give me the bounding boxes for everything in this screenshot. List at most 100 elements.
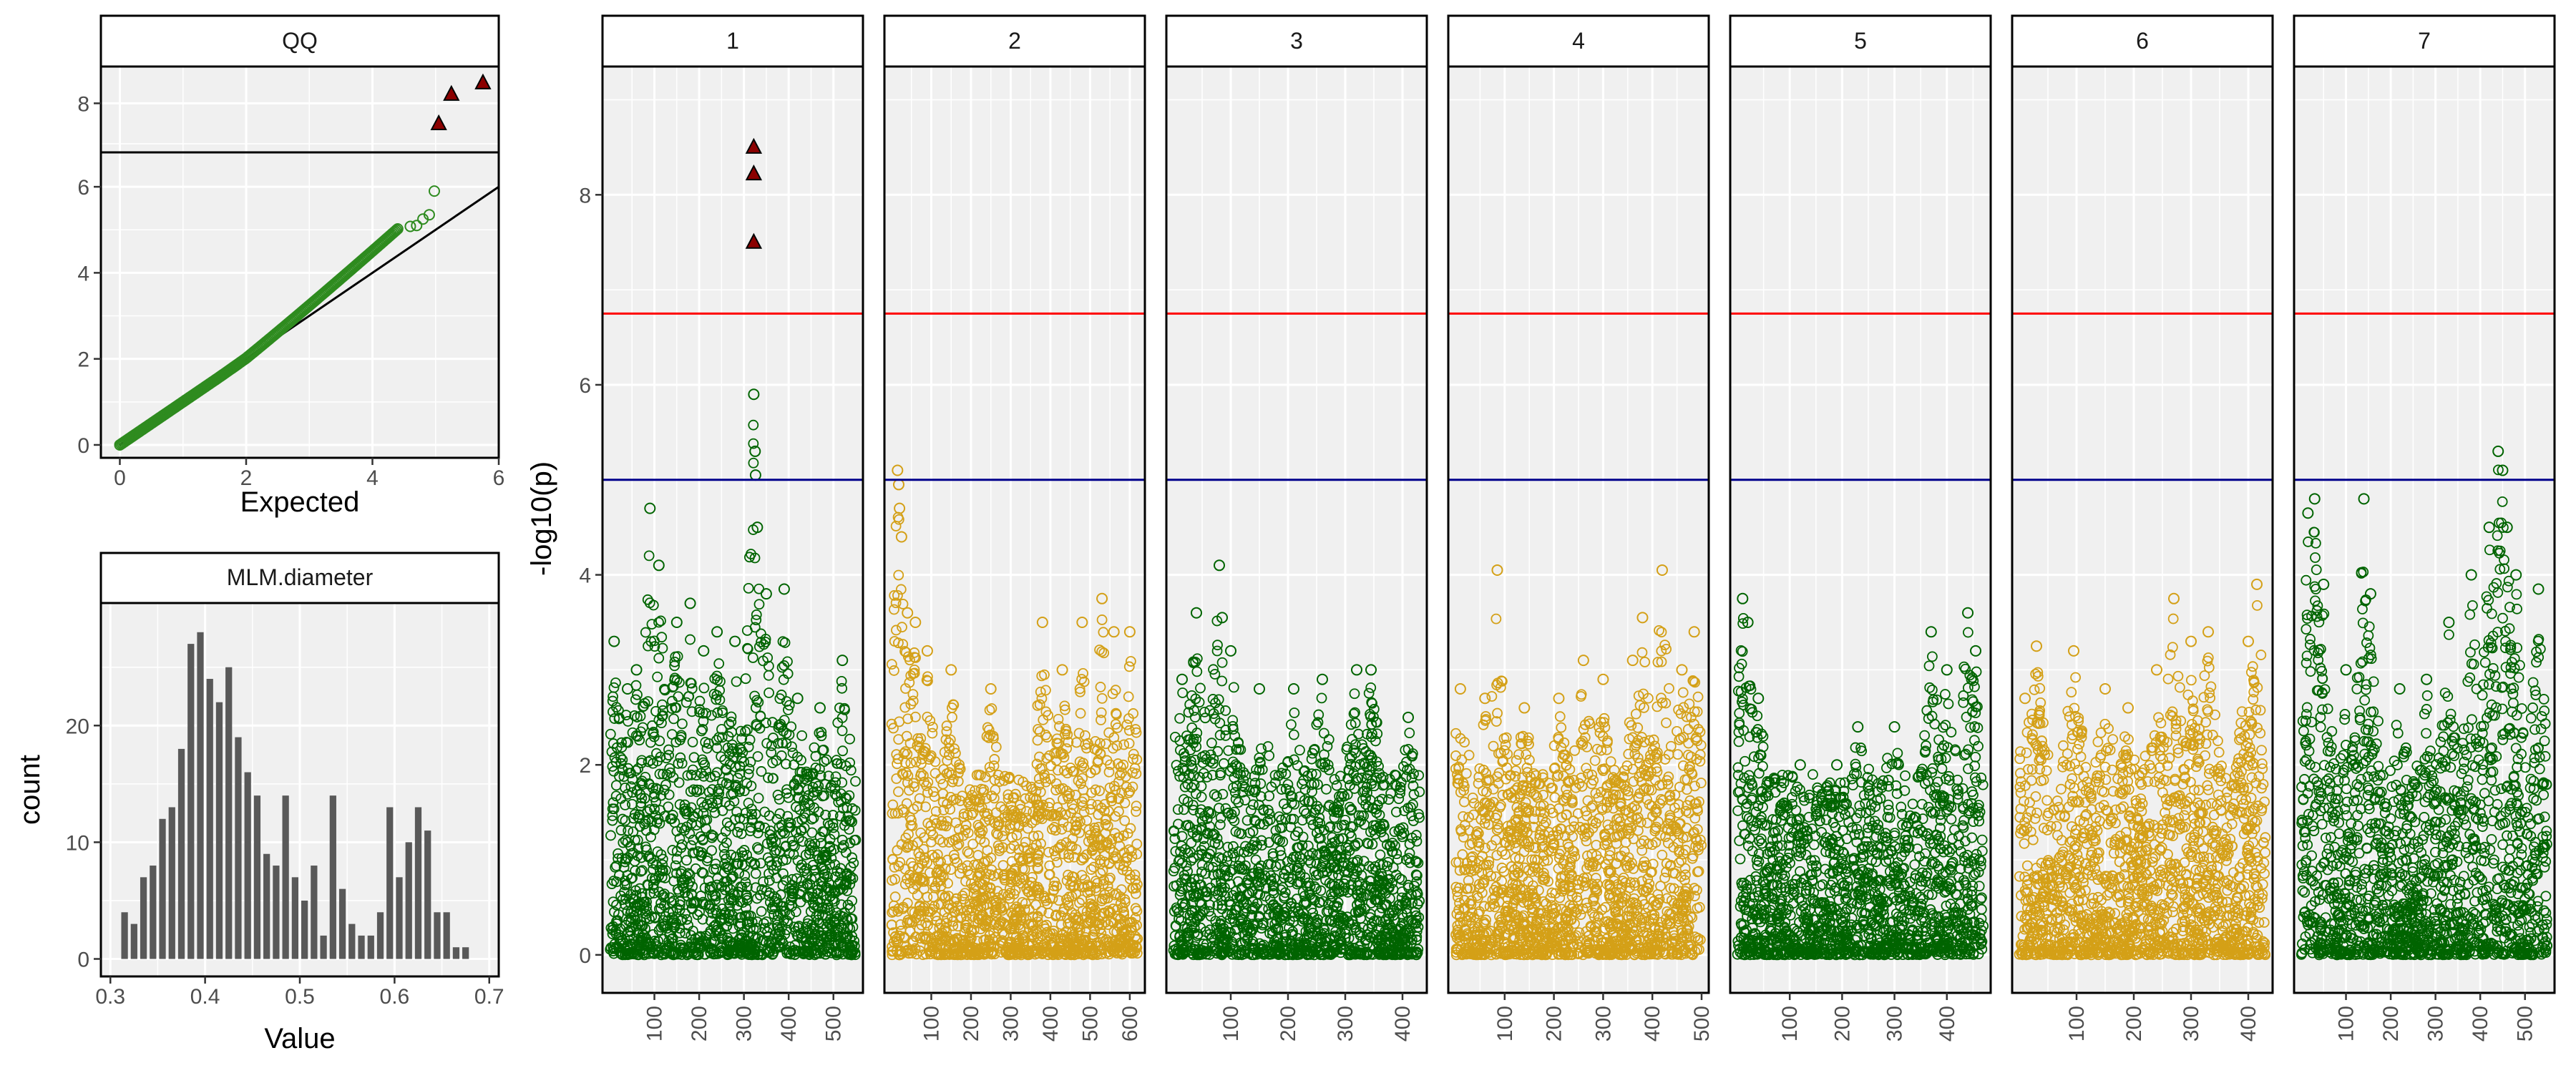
histogram-bar (150, 866, 157, 959)
histogram-strip (99, 552, 500, 604)
snp-point (744, 734, 756, 745)
qq-upper-panel (101, 67, 499, 152)
snp-point (655, 849, 667, 860)
snp-point (701, 823, 711, 834)
snp-point (653, 617, 664, 628)
qq-y-tick-label: 0 (77, 434, 89, 458)
snp-point (657, 859, 668, 871)
histogram-bar (225, 667, 233, 959)
histogram-bar (367, 935, 374, 959)
snp-point (823, 770, 834, 782)
snp-point (728, 795, 740, 807)
snp-point (668, 713, 679, 725)
histogram-bar (396, 877, 403, 959)
snp-point (751, 614, 762, 626)
snp-point (652, 671, 663, 682)
histogram-bar (358, 935, 365, 959)
snp-point (743, 763, 755, 775)
snp-point (657, 642, 668, 654)
snp-point (626, 848, 637, 859)
manhattan-x-tick-label: 500 (1078, 1006, 1102, 1042)
qq-x-tick-label: 4 (366, 466, 379, 490)
snp-point (819, 756, 830, 767)
histogram-bar (140, 877, 147, 959)
histogram-bar (273, 866, 280, 959)
snp-point (697, 723, 708, 735)
manhattan-x-tick-label: 100 (919, 1006, 943, 1042)
qq-point (389, 225, 401, 237)
histogram-y-tick-label: 20 (66, 715, 89, 738)
snp-point (744, 552, 755, 563)
snp-point (674, 927, 686, 939)
histogram-bar (320, 935, 327, 959)
snp-point (685, 634, 696, 645)
snp-point (814, 727, 825, 738)
qq-y-tick-label: 4 (77, 262, 89, 285)
snp-point (698, 833, 709, 845)
snp-point (619, 899, 630, 910)
histogram-y-tick-label: 0 (77, 949, 89, 972)
snp-point (756, 628, 766, 640)
snp-point (712, 707, 723, 718)
snp-point (784, 729, 795, 740)
snp-point (669, 921, 680, 933)
snp-point (750, 702, 761, 713)
snp-point (753, 697, 764, 708)
histogram-bar (253, 795, 261, 959)
histogram-bar (282, 795, 289, 959)
snp-point (717, 705, 728, 716)
snp-point (640, 627, 651, 638)
qq-significant-point (474, 73, 492, 89)
manhattan-x-tick-label: 600 (1118, 1006, 1142, 1042)
snp-point (625, 916, 636, 928)
histogram-bar (215, 702, 223, 959)
qq-significant-point (443, 84, 460, 101)
histogram-bar (434, 912, 441, 959)
histogram-x-axis-title: Value (264, 1023, 335, 1054)
snp-point (769, 847, 781, 858)
manhattan-strip-label: 2 (1008, 28, 1021, 54)
snp-point (608, 691, 619, 702)
snp-point (619, 879, 630, 891)
qq-x-axis-title: Expected (240, 486, 360, 518)
snp-point (822, 871, 834, 883)
snp-point (813, 909, 824, 921)
snp-point (806, 813, 817, 825)
snp-point (674, 896, 686, 907)
snp-point (678, 882, 689, 893)
snp-point (637, 865, 648, 876)
snp-point (736, 859, 748, 871)
snp-point (675, 752, 686, 763)
snp-point (656, 717, 667, 729)
snp-point (824, 833, 836, 845)
snp-point (816, 730, 827, 742)
snp-point (644, 804, 655, 815)
snp-point (776, 662, 788, 673)
snp-point (712, 794, 723, 805)
snp-point (716, 732, 728, 743)
qq-y-tick-label: 2 (77, 348, 89, 372)
qq-strip-label: QQ (282, 28, 318, 54)
histogram-bar (159, 818, 166, 959)
histogram-y-tick-label: 10 (66, 831, 89, 855)
snp-point (741, 724, 753, 735)
histogram-bar (329, 795, 336, 959)
snp-point (774, 846, 786, 857)
snp-point (844, 790, 855, 801)
histogram-bar (168, 807, 175, 959)
snp-point (709, 673, 721, 685)
qq-frame (99, 65, 500, 459)
histogram-bar (263, 853, 270, 959)
snp-point (629, 710, 640, 721)
histogram-y-axis-title: count (14, 755, 46, 825)
qq-point (404, 220, 416, 232)
snp-point (721, 778, 732, 789)
qq-x-tick-label: 6 (493, 466, 505, 490)
histogram-bar (187, 644, 195, 959)
manhattan-x-tick-label: 100 (643, 1006, 667, 1042)
qq-point (428, 185, 440, 197)
qq-point (423, 209, 435, 221)
snp-point (610, 677, 621, 688)
snp-point (797, 836, 809, 847)
